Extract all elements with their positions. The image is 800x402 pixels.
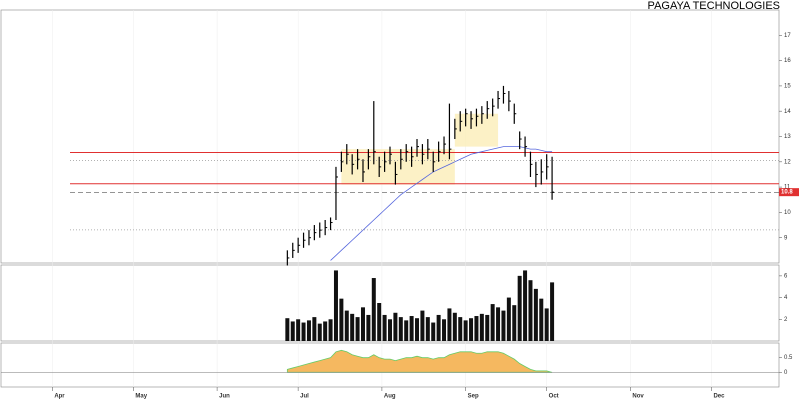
volume-bar [496, 307, 501, 341]
x-tick-label: Nov [632, 394, 644, 400]
volume-bar [404, 320, 409, 341]
volume-bar [285, 318, 290, 341]
x-tick-label: Jun [219, 394, 230, 400]
y-tick-label: 0.5 [784, 355, 793, 361]
volume-bar [306, 320, 311, 341]
y-tick-label: 4 [784, 295, 788, 301]
volume-bar [328, 319, 333, 341]
volume-bar [474, 316, 479, 341]
volume-bar [388, 319, 392, 341]
volume-bar [544, 308, 549, 341]
volume-bar [490, 304, 495, 341]
last-price: 10.8 [781, 190, 793, 196]
volume-bar [479, 313, 484, 341]
indicator-panel [0, 342, 780, 388]
x-tick-label: May [135, 394, 147, 400]
volume-bar [517, 275, 522, 341]
y-tick-label: 9 [784, 235, 788, 241]
volume-bar [506, 297, 511, 341]
volume-bar [296, 319, 301, 341]
volume-bar [469, 318, 474, 341]
volume-bar [409, 316, 414, 341]
volume-bar [447, 308, 452, 341]
y-tick-label: 16 [784, 58, 791, 64]
y-tick-label: 13 [784, 134, 791, 140]
volume-bar [366, 314, 371, 341]
volume-bar [452, 312, 457, 341]
volume-bar [420, 310, 425, 341]
volume-bar [458, 317, 463, 341]
volume-bar [485, 314, 490, 341]
volume-bar [377, 303, 382, 341]
x-tick-label: Dec [713, 394, 725, 400]
volume-bar [312, 317, 317, 341]
y-tick-label: 17 [784, 33, 791, 39]
volume-bar [290, 321, 295, 341]
volume-bar [382, 314, 387, 341]
volume-bar [344, 310, 349, 341]
volume-bar [371, 278, 376, 341]
volume-bar [360, 307, 365, 341]
volume-bar [333, 270, 338, 341]
volume-bar [323, 321, 328, 341]
last-price-box [779, 188, 799, 197]
x-tick-label: Oct [549, 394, 559, 400]
volume-bar [512, 305, 517, 341]
y-tick-label: 11 [784, 185, 791, 191]
volume-bar [355, 317, 360, 341]
volume-bar [425, 317, 430, 341]
volume-bar [528, 280, 533, 341]
volume-bar [301, 322, 306, 341]
y-tick-label: 0 [784, 370, 788, 376]
volume-bar [317, 323, 322, 341]
volume-bar [550, 282, 555, 341]
volume-bar [398, 317, 403, 341]
moving-average [330, 146, 553, 261]
y-tick-label: 14 [784, 109, 791, 115]
x-tick-label: Sep [468, 394, 479, 400]
x-tick-label: Aug [384, 394, 396, 400]
volume-bar [431, 322, 436, 341]
volume-bar [339, 298, 344, 341]
volume-bar [442, 319, 447, 341]
y-tick-label: 6 [784, 273, 788, 279]
x-tick-label: Apr [54, 394, 65, 400]
volume-bar [415, 318, 420, 341]
y-tick-label: 15 [784, 83, 791, 89]
volume-bar [533, 288, 538, 341]
x-tick-label: Jul [300, 394, 309, 400]
y-tick-label: 10 [784, 210, 791, 216]
volume-bar [501, 310, 506, 341]
volume-bar [350, 313, 355, 341]
volume-bar [393, 312, 398, 341]
indicator-area [286, 349, 553, 373]
volume-bar [539, 298, 544, 341]
chart-title: PAGAYA TECHNOLOGIES [648, 0, 780, 12]
y-tick-label: 2 [784, 317, 788, 323]
volume-bar [436, 314, 441, 341]
zone [341, 149, 455, 185]
volume-bar [463, 320, 468, 341]
y-tick-label: 12 [784, 159, 791, 165]
volume-bar [523, 270, 528, 341]
